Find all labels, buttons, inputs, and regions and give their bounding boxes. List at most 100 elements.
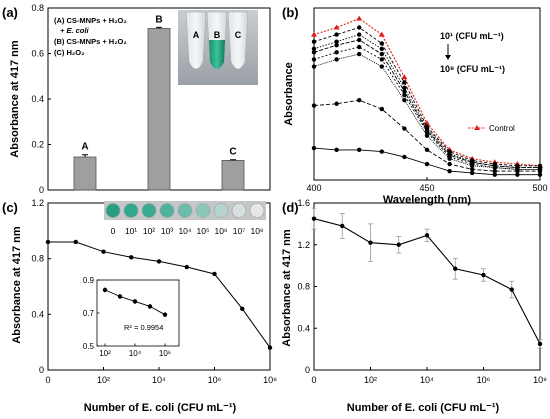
series-c-point — [184, 264, 189, 270]
annotation-arrowhead-b — [445, 55, 451, 60]
series-b-point-7 — [334, 147, 339, 153]
inset-x-tick-label: 10⁶ — [159, 349, 171, 358]
inset-point — [117, 294, 123, 299]
inset-x-tick-label: 10² — [99, 349, 111, 358]
legend-b-marker — [474, 125, 480, 130]
y-axis-title-b: Absorbance — [283, 62, 295, 126]
series-b-point-5 — [402, 98, 407, 103]
series-d-point — [340, 223, 345, 229]
bars-a: A B C — [73, 14, 245, 191]
annotation-bottom-b: 10⁸ (CFU mL⁻¹) — [440, 64, 505, 74]
series-b-point-3 — [311, 50, 317, 55]
series-b-point-1 — [311, 39, 317, 44]
series-b-point-2 — [379, 46, 384, 51]
x-tick-label-b: 450 — [419, 183, 434, 193]
series-b-point-7 — [515, 172, 520, 177]
legend-a-item-1: (A) CS-MNPs + H₂O₂ — [54, 16, 127, 25]
well-6 — [213, 203, 229, 218]
panel-label-a: (a) — [2, 5, 18, 20]
y-ticks-d: 0 0.4 0.8 1.2 1.6 — [297, 198, 317, 375]
series-b-point-7 — [424, 161, 430, 167]
panel-label-c: (c) — [2, 200, 18, 215]
legend-a: (A) CS-MNPs + H₂O₂ + E. coli (B) CS-MNPs… — [54, 16, 127, 57]
y-tick-label-d: 1.6 — [297, 198, 310, 208]
series-c-point — [267, 345, 273, 350]
well-strip-wells — [105, 203, 265, 218]
x-tick-label-b: 400 — [306, 183, 321, 193]
series-b-point-4 — [357, 44, 362, 50]
series-b-line-1 — [313, 27, 540, 167]
inset-point — [162, 312, 168, 317]
series-b-point-7 — [402, 154, 407, 160]
panel-c: (c) Absorbance at 417 nm Number of E. co… — [2, 198, 277, 414]
legend-a-item-2: + E. coli — [60, 26, 89, 35]
series-b-point-6 — [537, 168, 543, 174]
series-b-point-6 — [334, 101, 339, 106]
x-tick-label-c: 10⁴ — [152, 375, 166, 385]
panel-label-b: (b) — [282, 5, 299, 20]
x-tick-label-d: 0 — [311, 375, 316, 385]
y-axis-title-a: Absorbance at 417 nm — [9, 40, 21, 158]
well-label-7: 10⁷ — [233, 226, 246, 236]
control-point — [333, 24, 340, 30]
plot-frame-b — [313, 7, 541, 181]
series-d-point — [453, 266, 458, 271]
y-ticks-a: 0 0.2 0.4 0.6 0.8 — [31, 3, 51, 195]
series-b-point-1 — [379, 41, 384, 46]
legend-b: Control — [468, 124, 515, 133]
y-tick-label-d: 0.8 — [297, 282, 310, 292]
series-b-point-4 — [379, 57, 384, 62]
x-axis-title-c: Number of E. coli (CFU mL⁻¹) — [84, 402, 237, 414]
vial-a — [185, 11, 207, 70]
series-d-point — [481, 272, 486, 278]
control-point — [311, 31, 317, 37]
well-4 — [177, 203, 193, 218]
series-b-point-7 — [470, 170, 475, 176]
y-tick-label-c: 1.2 — [31, 198, 44, 208]
series-b-point-6 — [470, 167, 475, 172]
series-b-point-2 — [311, 46, 317, 51]
y-tick-label-a: 0.8 — [31, 3, 44, 13]
series-b-point-7 — [447, 168, 452, 174]
well-strip-labels: 0 10¹ 10² 10³ 10⁴ 10⁵ 10⁶ 10⁷ 10⁸ — [111, 226, 264, 236]
well-3 — [159, 203, 175, 218]
series-b-point-5 — [424, 133, 430, 138]
series-d-point — [311, 216, 317, 221]
vial-b-green-liquid — [209, 40, 225, 69]
inset-point — [102, 287, 108, 293]
series-b-point-5 — [357, 51, 362, 57]
series-b-point-6 — [492, 168, 497, 174]
x-tick-label-d: 10⁴ — [420, 375, 434, 385]
x-tick-label-c: 10² — [97, 375, 110, 385]
inset-y-tick-label: 0.7 — [83, 309, 95, 318]
series-b-point-6 — [357, 98, 362, 103]
series-d — [311, 207, 543, 349]
series-control-line — [313, 17, 541, 167]
series-b-point-5 — [379, 64, 384, 69]
series-c — [45, 239, 273, 350]
legend-a-item-3: (B) CS-MNPs + H₂O₂ — [54, 37, 127, 46]
series-b-point-6 — [424, 147, 430, 153]
x-ticks-d: 0 10² 10⁴ 10⁶ 10⁸ — [311, 367, 547, 385]
series-c-point — [101, 249, 106, 254]
series-b-point-5 — [492, 165, 497, 170]
y-tick-label-d: 1.2 — [297, 240, 310, 250]
series-b-point-5 — [311, 64, 317, 69]
inset-x-tick-label: 10⁴ — [129, 349, 142, 358]
series-b — [311, 15, 543, 177]
well-0 — [105, 203, 121, 218]
legend-a-item-4: (C) H₂O₂ — [54, 48, 84, 57]
series-b-point-5 — [334, 57, 339, 62]
well-label-5: 10⁵ — [197, 226, 210, 236]
series-b-point-2 — [334, 39, 339, 44]
series-b-point-6 — [515, 168, 520, 174]
series-b-line-4 — [313, 46, 540, 170]
well-5 — [195, 203, 211, 218]
y-axis-title-c: Absorbance at 417 nm — [11, 226, 23, 344]
vial-label-b: B — [214, 30, 221, 40]
legend-b-label: Control — [489, 124, 515, 133]
bar-B — [147, 28, 171, 191]
bar-label-C: C — [229, 147, 236, 158]
well-7 — [231, 203, 247, 218]
series-c-point — [73, 239, 78, 245]
